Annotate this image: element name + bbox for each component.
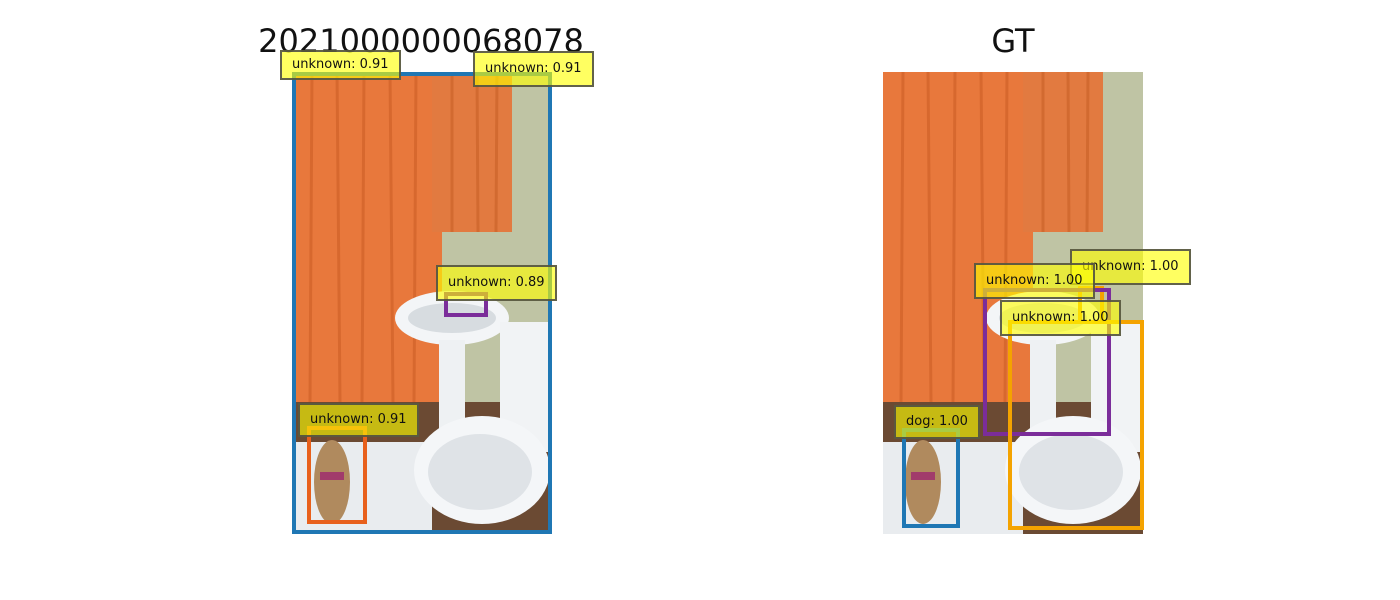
left-bathroom-image [292, 72, 552, 534]
ground-truth-label: dog: 1.00 [894, 405, 980, 439]
detection-box[interactable] [307, 426, 367, 524]
ground-truth-label: unknown: 1.00 [974, 263, 1095, 299]
detection-label: unknown: 0.89 [436, 265, 557, 301]
detection-label: unknown: 0.91 [298, 403, 419, 437]
ground-truth-label: unknown: 1.00 [1000, 300, 1121, 336]
detection-label: unknown: 0.91 [473, 51, 594, 87]
ground-truth-box[interactable] [902, 428, 960, 528]
detection-box[interactable] [292, 72, 552, 534]
bathroom-photo [292, 72, 552, 534]
right-panel-title: GT [991, 22, 1035, 60]
detection-label: unknown: 0.91 [280, 50, 401, 80]
ground-truth-box[interactable] [1008, 320, 1144, 530]
